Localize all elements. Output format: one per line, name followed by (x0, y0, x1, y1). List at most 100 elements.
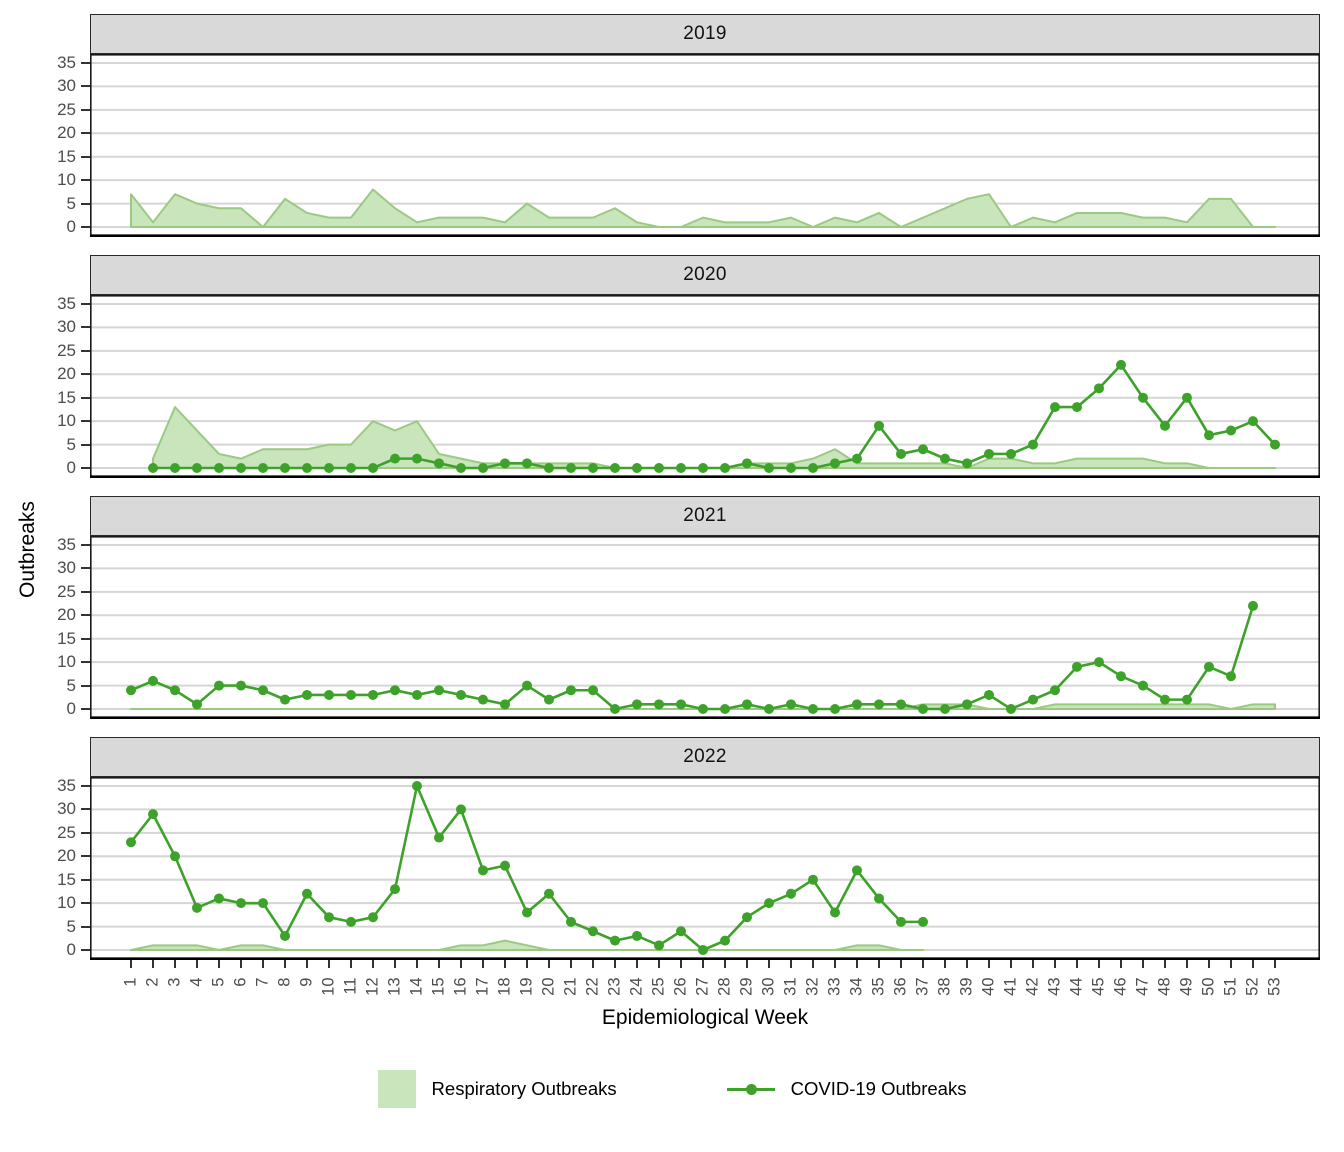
covid-point (412, 453, 422, 464)
covid-point (698, 463, 708, 473)
covid-point (148, 809, 158, 820)
covid-point (610, 935, 620, 946)
covid-point (808, 704, 818, 714)
x-tick-mark (900, 960, 902, 968)
facet-strip-2019: 2019 (90, 14, 1320, 54)
covid-point (522, 907, 532, 918)
covid-point (126, 685, 136, 696)
y-tick-label: 10 (57, 411, 76, 431)
y-tick-label: 35 (57, 53, 76, 72)
x-tick-mark (1230, 960, 1232, 968)
x-tick-mark (1142, 960, 1144, 968)
covid-point (676, 463, 686, 473)
legend-label: COVID-19 Outbreaks (790, 1078, 967, 1099)
covid-point (610, 704, 620, 714)
y-tick-label: 25 (57, 340, 76, 360)
y-tick-label: 10 (57, 652, 76, 672)
covid-point (544, 463, 554, 473)
x-axis: 1 2 3 4 5 6 7 8 9 10 11 12 13 14 15 16 17 18 19 20 21 22 23 24 2… (90, 960, 1344, 1016)
covid-point (302, 689, 312, 700)
x-tick-mark (284, 960, 286, 968)
y-tick-mark (81, 661, 90, 664)
covid-point (412, 781, 422, 791)
y-tick-label: 5 (66, 916, 76, 936)
covid-point (478, 865, 488, 876)
covid-point (390, 453, 400, 464)
covid-point (808, 874, 818, 885)
x-tick-mark (636, 960, 638, 968)
y-tick-label: 0 (66, 458, 76, 477)
y-tick-mark (81, 326, 90, 329)
y-tick-mark (81, 443, 90, 446)
covid-point (522, 458, 532, 469)
covid-point (434, 685, 444, 696)
covid-point (1226, 671, 1236, 682)
covid-point (698, 704, 708, 714)
x-tick-label: 53 (1265, 977, 1284, 996)
y-tick-label: 0 (66, 940, 76, 959)
y-tick-label: 0 (66, 699, 76, 718)
covid-point (1094, 657, 1104, 668)
x-tick-mark (988, 960, 990, 968)
x-tick-mark (504, 960, 506, 968)
covid-point (434, 458, 444, 469)
y-tick-mark (81, 62, 90, 64)
y-tick-label: 30 (57, 799, 76, 819)
y-tick-label: 35 (57, 535, 76, 554)
covid-point (896, 699, 906, 710)
covid-point (588, 685, 598, 696)
covid-point (830, 907, 840, 918)
covid-point (896, 448, 906, 459)
y-tick-mark (81, 855, 90, 858)
covid-point (412, 689, 422, 700)
y-tick-mark (81, 902, 90, 905)
covid-point (588, 926, 598, 937)
covid-point (610, 463, 620, 473)
covid-point (478, 463, 488, 473)
covid-point (148, 675, 158, 686)
y-tick-mark (81, 132, 90, 135)
covid-point (632, 699, 642, 710)
covid-point (368, 689, 378, 700)
covid-point (852, 453, 862, 464)
covid-point (324, 463, 334, 473)
covid-point (1072, 402, 1082, 413)
covid-line-icon (726, 1083, 775, 1095)
y-tick-mark (81, 567, 90, 570)
covid-point (390, 685, 400, 696)
covid-point (984, 689, 994, 700)
covid-point (258, 685, 268, 696)
x-tick-mark (262, 960, 264, 968)
y-tick-label: 15 (57, 628, 76, 648)
covid-point (852, 865, 862, 876)
x-tick-mark (482, 960, 484, 968)
covid-point (170, 685, 180, 696)
respiratory-area (130, 939, 924, 951)
covid-point (764, 463, 774, 473)
y-tick-mark (81, 708, 90, 710)
covid-point (1226, 425, 1236, 436)
y-tick-mark (81, 420, 90, 423)
y-tick-label: 20 (57, 605, 76, 625)
y-tick-label: 25 (57, 822, 76, 842)
covid-point (720, 935, 730, 946)
covid-point (918, 444, 928, 455)
covid-point (280, 463, 290, 473)
covid-point (1138, 680, 1148, 691)
facet-panel-2021 (90, 536, 1320, 719)
covid-point (676, 926, 686, 937)
y-tick-label: 20 (57, 846, 76, 866)
legend-line-dot (745, 1084, 757, 1095)
covid-point (236, 463, 246, 473)
covid-point (1028, 694, 1038, 705)
covid-point (764, 704, 774, 714)
x-tick-mark (658, 960, 660, 968)
y-tick-mark (81, 831, 90, 834)
covid-point (1182, 694, 1192, 705)
covid-point (236, 898, 246, 909)
covid-point (456, 463, 466, 473)
covid-point (654, 699, 664, 710)
covid-point (1072, 661, 1082, 672)
covid-point (258, 898, 268, 909)
facet-2020: 2020 0 5 10 15 20 25 30 35 (57, 255, 1320, 478)
